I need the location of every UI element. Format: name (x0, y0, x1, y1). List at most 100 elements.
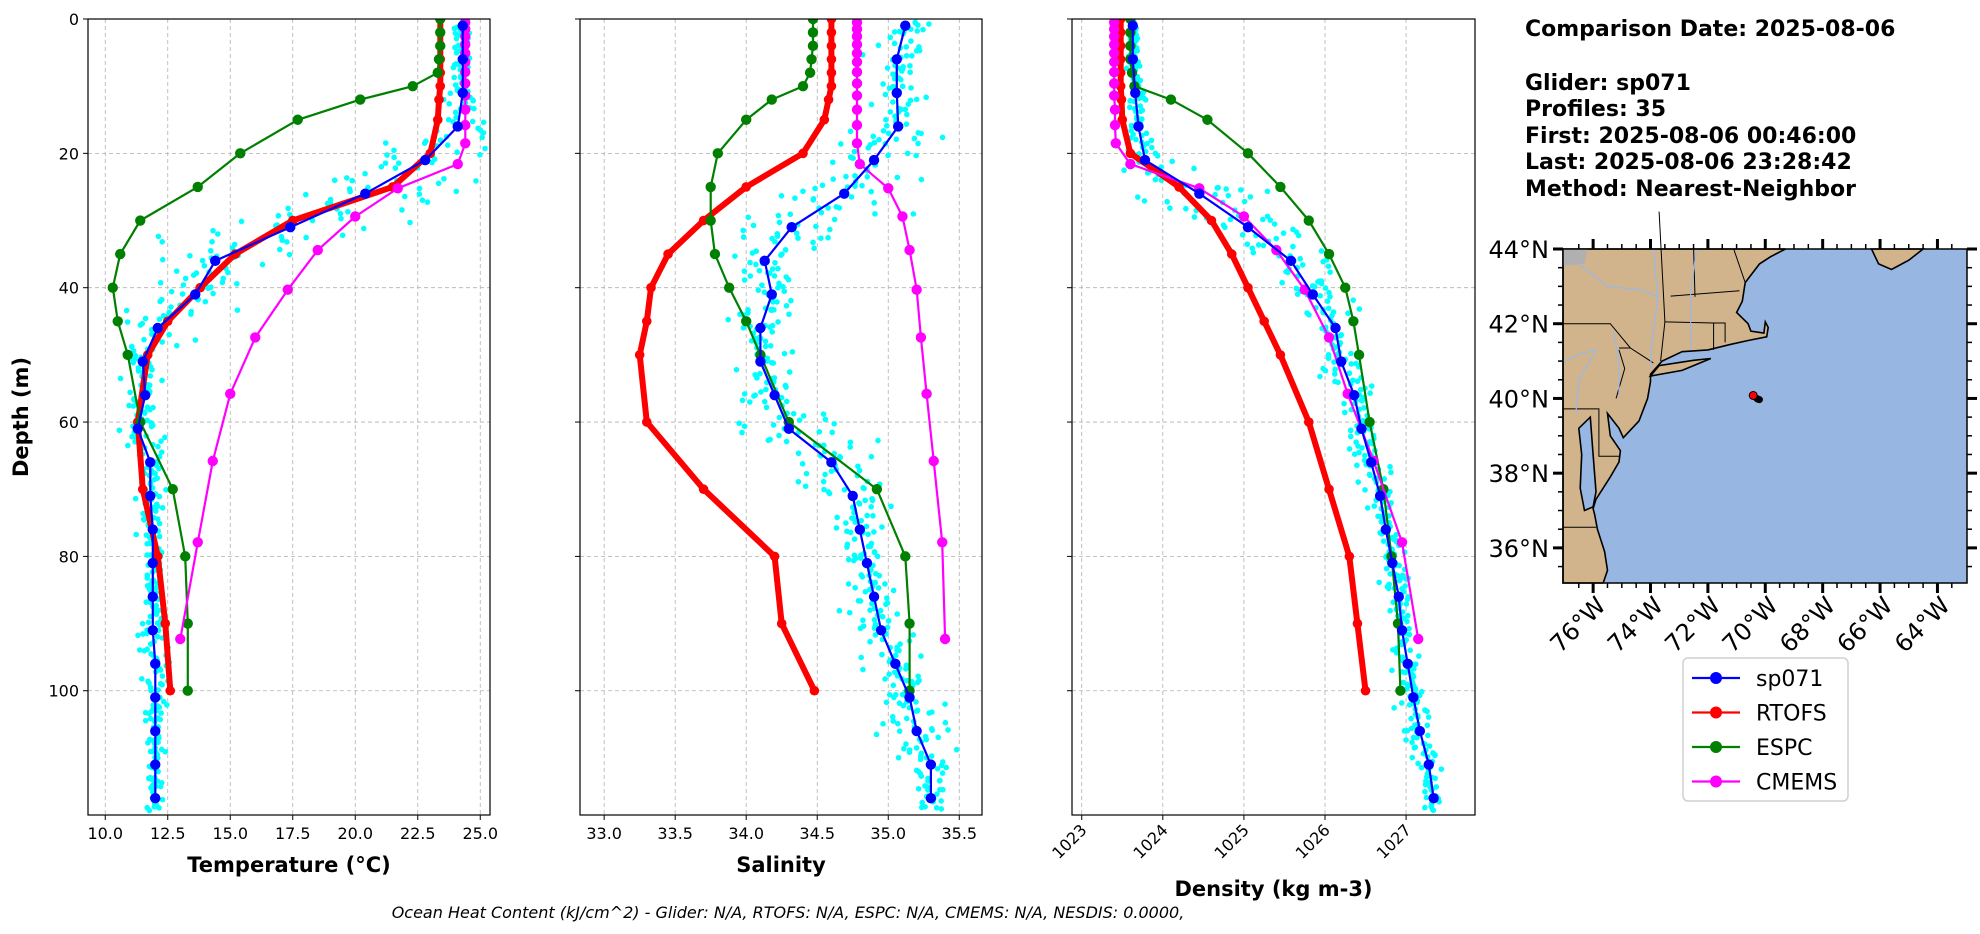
profile-point (1280, 230, 1287, 236)
profile-point (925, 787, 931, 793)
profile-point (1354, 462, 1360, 469)
profile-point (883, 123, 890, 129)
profile-point (1227, 216, 1234, 223)
glider-temperature-marker (452, 121, 463, 132)
profile-point (892, 691, 899, 698)
profile-point (934, 766, 941, 772)
glider-density-marker (1127, 54, 1139, 65)
profile-point (1320, 258, 1326, 265)
profile-point (234, 280, 240, 287)
profile-point (896, 28, 903, 35)
profile-point (879, 613, 886, 620)
lat-tick-label: 42°N (1489, 311, 1550, 339)
profile-point (872, 211, 878, 217)
legend-label: ESPC (1756, 736, 1813, 761)
profile-point (1406, 702, 1413, 708)
profile-point (909, 52, 915, 59)
profile-point (180, 282, 187, 288)
profile-point (450, 64, 457, 71)
profile-point (155, 443, 161, 450)
profile-point (879, 651, 885, 658)
profile-point (1137, 103, 1144, 109)
profile-point (770, 422, 777, 428)
profile-point (795, 450, 802, 457)
glider-temperature-marker (145, 490, 156, 502)
profile-point (870, 512, 876, 519)
glider-density-marker (1387, 557, 1398, 569)
profile-point (145, 619, 152, 626)
glider-temperature-marker (360, 188, 371, 199)
profile-point (874, 553, 881, 560)
profile-point (876, 136, 882, 143)
profile-point (207, 247, 214, 254)
glider-salinity-marker (786, 222, 797, 233)
profile-point (916, 677, 922, 684)
glider-density-marker (1330, 322, 1341, 334)
glider-salinity-marker (759, 255, 770, 267)
espc-density-marker (1165, 94, 1177, 105)
cmems-temperature-marker (207, 455, 218, 467)
profile-point (1403, 601, 1410, 607)
profile-point (913, 152, 919, 159)
x-tick-label: 1026 (1292, 820, 1334, 862)
espc-density-marker (1125, 40, 1136, 52)
profile-point (904, 111, 910, 118)
glider-temperature-marker (210, 255, 221, 267)
profile-point (162, 434, 168, 441)
profile-point (144, 575, 151, 581)
profile-point (192, 337, 199, 343)
cmems-salinity-marker (928, 455, 939, 467)
profile-point (143, 599, 150, 605)
profile-point (939, 134, 946, 141)
glider-temperature-marker (150, 658, 161, 670)
profile-point (918, 176, 925, 183)
profile-point (1325, 305, 1332, 312)
profile-point (424, 199, 431, 205)
rtofs-salinity-line (636, 19, 835, 693)
profile-point (201, 263, 208, 269)
profile-point (828, 468, 835, 474)
rtofs-salinity-marker (634, 350, 645, 360)
profile-point (875, 437, 881, 444)
profile-point (160, 698, 167, 705)
lon-tick-label: 68°W (1774, 591, 1841, 658)
glider-temperature-marker (145, 457, 156, 468)
cmems-density-marker (1108, 56, 1120, 68)
profile-point (825, 489, 832, 495)
profile-point (776, 414, 783, 421)
profile-point (1128, 122, 1135, 129)
profile-point (915, 786, 922, 792)
profile-point (920, 26, 926, 33)
profile-point (776, 219, 783, 226)
profile-point (1410, 734, 1417, 741)
profile-point (829, 159, 836, 166)
x-tick-label: 35.5 (941, 824, 977, 843)
profile-point (1357, 386, 1364, 393)
profile-point (867, 142, 873, 148)
profile-point (190, 272, 197, 278)
profile-point (759, 282, 765, 288)
profile-count: Profiles: 35 (1525, 97, 1666, 122)
espc-temperature-marker (435, 27, 446, 38)
profile-point (762, 338, 769, 345)
profile-point (1356, 306, 1363, 312)
glider-track (1753, 394, 1763, 404)
profile-point (153, 501, 160, 508)
profile-point (143, 532, 150, 538)
profile-point (188, 311, 194, 317)
y-tick-label: 60 (59, 413, 79, 432)
glider-salinity-marker (847, 490, 858, 502)
profile-point (210, 290, 216, 297)
profile-point (229, 245, 236, 251)
plot-area (1108, 19, 1445, 814)
profile-point (1133, 136, 1139, 143)
profile-point (1311, 283, 1318, 290)
glider-salinity-marker (769, 389, 780, 401)
rtofs-salinity-marker (826, 19, 837, 24)
profile-point (841, 486, 848, 493)
profile-point (382, 140, 389, 146)
profile-point (1356, 449, 1362, 456)
profile-point (844, 541, 851, 548)
last-time: Last: 2025-08-06 23:28:42 (1525, 150, 1852, 175)
profile-point (429, 159, 435, 166)
